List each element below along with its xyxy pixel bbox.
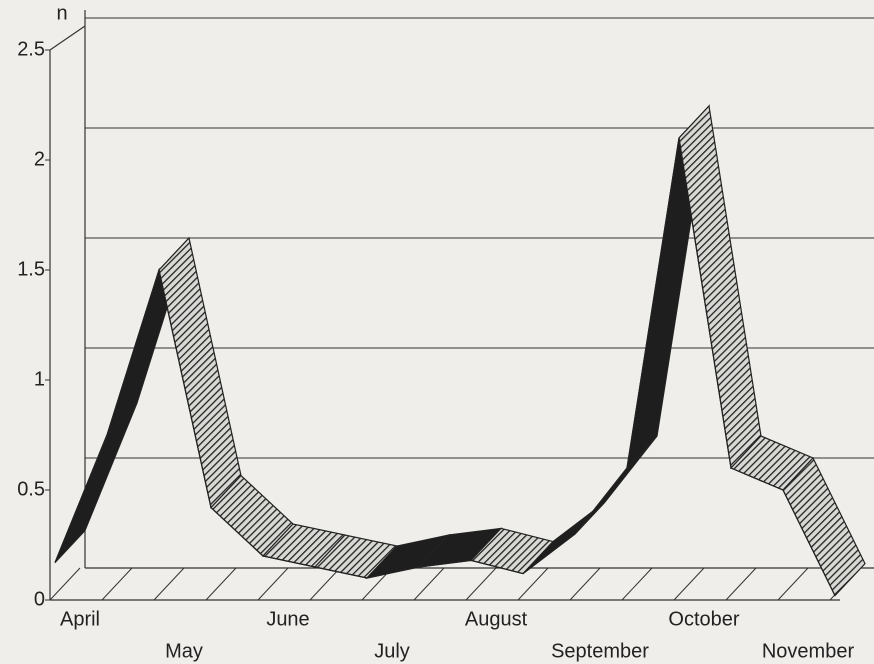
floor-line [465,567,497,601]
floor-line [621,567,653,601]
floor-line [205,567,237,601]
floor-line [309,567,341,601]
x-tick-label: November [762,640,855,662]
x-tick-label: October [668,608,739,630]
y-tick-label: 1.5 [17,258,45,280]
ribbon-segment [54,402,138,564]
floor-line [569,567,601,601]
y-tick-label: 0 [34,588,45,610]
x-tick-label: July [374,640,410,662]
floor-line [673,567,705,601]
floor-line [101,567,133,601]
floor-line [257,567,289,601]
ribbon-segment [782,456,866,597]
floor-line [777,567,809,601]
corner-edge [49,25,86,51]
floor-line [413,567,445,601]
floor-line [49,567,81,601]
x-tick-label: May [165,640,203,662]
y-tick-label: 0.5 [17,478,45,500]
floor-line [153,567,185,601]
y-axis-label: n [56,2,67,24]
x-tick-label: September [551,640,649,662]
x-tick-label: April [60,608,100,630]
x-tick-label: June [266,608,309,630]
y-tick-label: 1 [34,368,45,390]
ribbon-segment [158,236,242,509]
ribbon-segment [678,104,762,470]
y-tick-label: 2.5 [17,38,45,60]
x-tick-label: August [465,608,528,630]
floor-line [517,567,549,601]
floor-line [725,567,757,601]
series-line [54,137,836,596]
y-tick-label: 2 [34,148,45,170]
